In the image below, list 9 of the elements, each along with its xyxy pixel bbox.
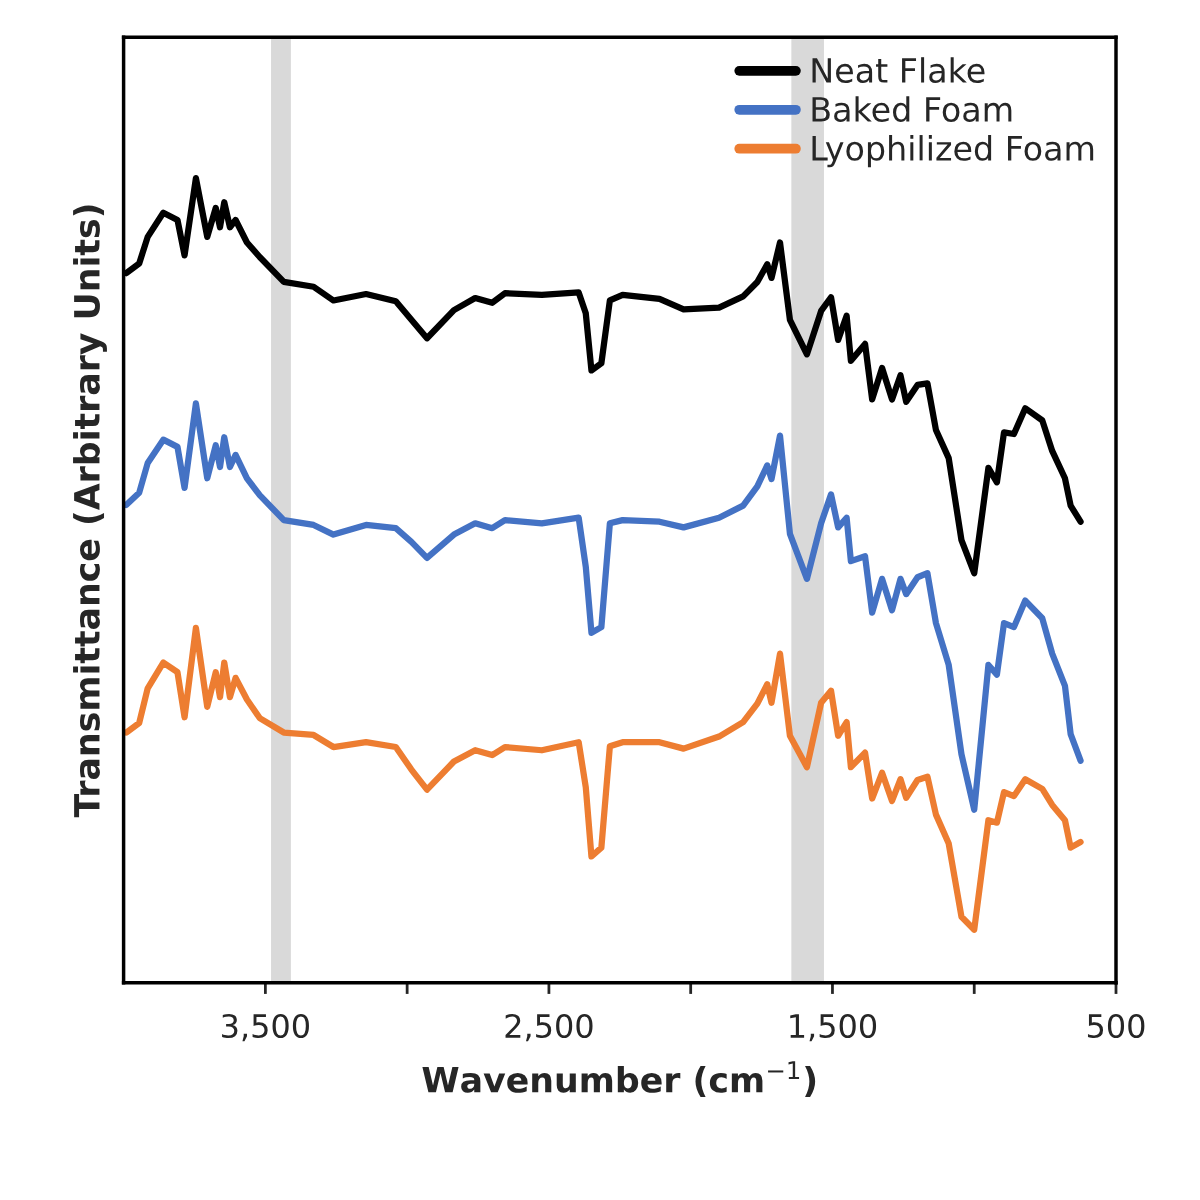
x-tick-label: 3,500 [222,1013,309,1042]
legend-label: Baked Foam [812,96,1012,122]
legend-label: Neat Flake [812,57,985,83]
x-tick-label: 500 [1087,1013,1145,1039]
legend-label: Lyophilized Foam [812,135,1094,168]
y-axis-title: Transmittance (Arbitrary Units) [73,205,107,818]
x-tick-label: 2,500 [505,1013,593,1042]
x-axis-title: Wavenumber (cm$^{−1}$) [422,1061,816,1097]
x-tick-label: 1,500 [790,1013,877,1042]
